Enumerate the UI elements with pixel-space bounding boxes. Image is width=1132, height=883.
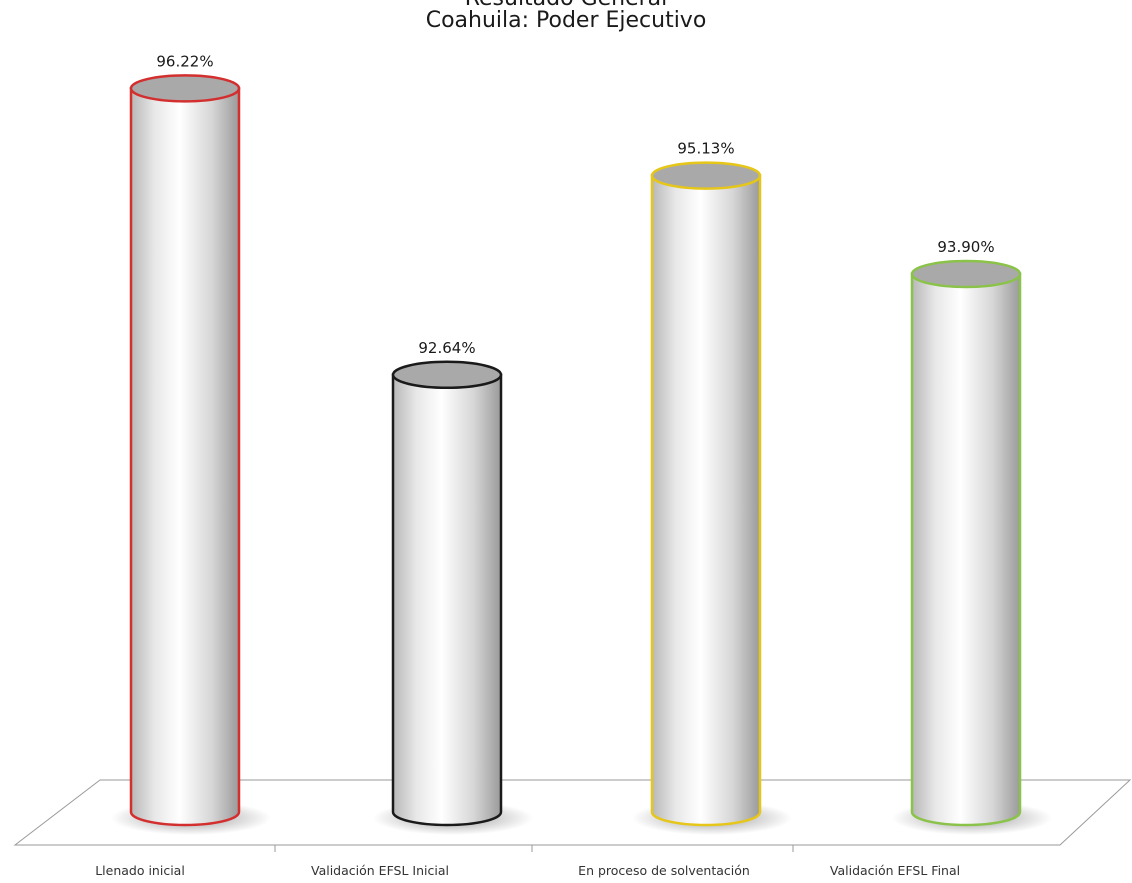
category-label: En proceso de solventación — [578, 863, 750, 878]
bar-body — [391, 373, 503, 827]
bar-1: 96.22% Llenado inicial — [95, 52, 271, 878]
category-label: Validación EFSL Final — [830, 863, 960, 878]
bar-top — [650, 161, 762, 190]
bar-body — [650, 174, 762, 827]
data-label: 92.64% — [418, 339, 475, 357]
bar-body — [129, 87, 241, 827]
bar-2: 92.64% Validación EFSL Inicial — [311, 339, 533, 878]
chart-title: Resultado General — [0, 0, 1132, 11]
bar-3: 95.13% En proceso de solventación — [578, 140, 792, 878]
bar-top — [129, 74, 241, 103]
category-label: Llenado inicial — [95, 863, 185, 878]
chart-subtitle: Coahuila: Poder Ejecutivo — [425, 8, 707, 33]
data-label: 95.13% — [677, 140, 734, 158]
bar-body — [910, 272, 1022, 827]
data-label: 96.22% — [156, 52, 213, 70]
data-label: 93.90% — [937, 238, 994, 256]
chart-floor — [13, 779, 1132, 846]
category-label: Validación EFSL Inicial — [311, 863, 449, 878]
bar-top — [910, 259, 1022, 289]
bar-top — [391, 360, 503, 390]
bar-4: 93.90% Validación EFSL Final — [830, 238, 1052, 878]
